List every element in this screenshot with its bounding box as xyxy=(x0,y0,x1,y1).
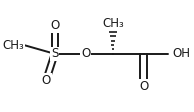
Text: O: O xyxy=(139,80,148,93)
Text: O: O xyxy=(42,74,51,87)
Text: O: O xyxy=(50,19,59,32)
Text: CH₃: CH₃ xyxy=(2,39,24,52)
Text: O: O xyxy=(81,47,90,60)
Text: CH₃: CH₃ xyxy=(102,17,124,30)
Text: S: S xyxy=(51,47,58,60)
Text: OH: OH xyxy=(173,47,191,60)
